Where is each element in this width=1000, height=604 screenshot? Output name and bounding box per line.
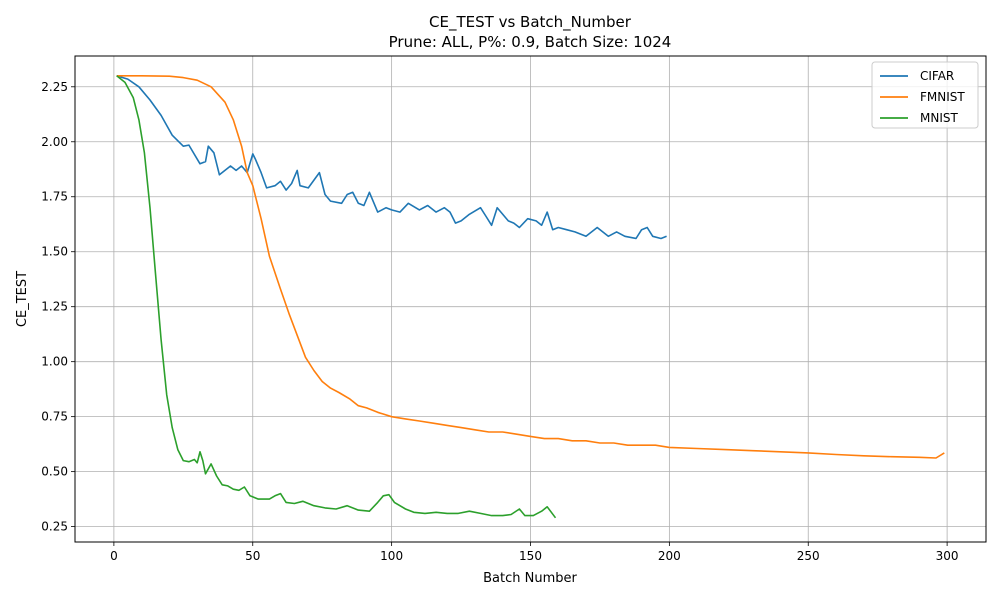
y-tick-label: 2.00 bbox=[41, 135, 68, 149]
series-line-cifar bbox=[116, 75, 667, 240]
x-tick-label: 50 bbox=[245, 549, 260, 563]
series-lines bbox=[116, 75, 945, 519]
legend-frame bbox=[871, 61, 979, 129]
y-tick-label: 0.25 bbox=[41, 520, 68, 534]
y-tick-label: 1.50 bbox=[41, 245, 68, 259]
x-tick-label: 0 bbox=[110, 549, 118, 563]
y-tick-label: 0.75 bbox=[41, 410, 68, 424]
x-tick-label: 150 bbox=[519, 549, 542, 563]
x-tick-label: 100 bbox=[380, 549, 403, 563]
chart-subtitle: Prune: ALL, P%: 0.9, Batch Size: 1024 bbox=[389, 33, 672, 51]
legend-label-mnist: MNIST bbox=[920, 111, 958, 125]
ticks: 0 50 100 150 200 250 300 0.25 0.50 0.75 1.00 1.25 1.… bbox=[41, 80, 958, 563]
x-tick-label: 300 bbox=[936, 549, 959, 563]
y-tick-label: 1.75 bbox=[41, 190, 68, 204]
series-line-mnist bbox=[116, 75, 557, 519]
legend-label-fmnist: FMNIST bbox=[920, 90, 965, 104]
plot-frame bbox=[74, 55, 987, 543]
y-tick-label: 2.25 bbox=[41, 80, 68, 94]
y-tick-label: 1.25 bbox=[41, 300, 68, 314]
y-tick-label: 1.00 bbox=[41, 355, 68, 369]
y-axis-label: CE_TEST bbox=[15, 271, 30, 327]
legend: CIFAR FMNIST MNIST bbox=[871, 61, 979, 129]
x-tick-label: 250 bbox=[797, 549, 820, 563]
y-tick-label: 0.50 bbox=[41, 465, 68, 479]
grid bbox=[75, 56, 986, 542]
legend-label-cifar: CIFAR bbox=[920, 69, 954, 83]
x-axis-label: Batch Number bbox=[483, 571, 577, 586]
series-line-fmnist bbox=[116, 75, 945, 459]
x-tick-label: 200 bbox=[658, 549, 681, 563]
chart-title: CE_TEST vs Batch_Number bbox=[429, 13, 632, 32]
